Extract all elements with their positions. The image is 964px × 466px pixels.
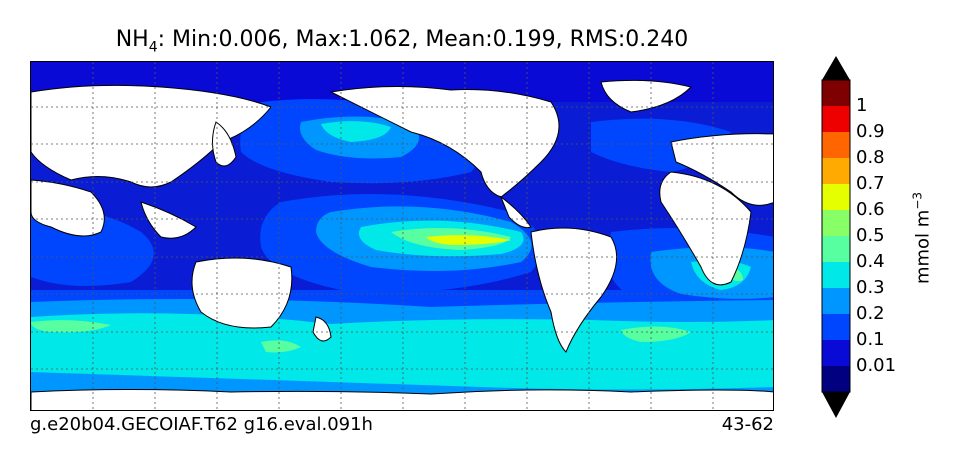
land-masses [31, 79, 773, 410]
colorbar-swatch [822, 158, 850, 184]
colorbar-tick-label: 0.4 [856, 251, 885, 272]
colorbar-tick-label: 0.01 [856, 355, 897, 376]
land-europe [670, 133, 773, 206]
colorbar-tick-label: 0.2 [856, 303, 885, 324]
title-stats: : Min:0.006, Max:1.062, Mean:0.199, RMS:… [157, 27, 689, 52]
ocean-band-0.4 [321, 121, 391, 142]
land-antarctica [31, 389, 773, 410]
title-species: NH [115, 27, 149, 52]
colorbar-swatch [822, 106, 850, 132]
colorbar-tick-label: 0.6 [856, 199, 885, 220]
colorbar-frame [821, 79, 851, 393]
land-greenland [600, 79, 692, 113]
land-south-america [530, 227, 618, 353]
colorbar-swatch [822, 288, 850, 314]
colorbar-units-label: mmol m−3 [911, 192, 934, 284]
colorbar-swatch [822, 236, 850, 262]
ocean-band-0.6 [426, 235, 511, 245]
land-new-zealand [312, 316, 332, 342]
units-base: mmol m [912, 209, 934, 285]
ocean-band-0.5 [621, 326, 691, 342]
land-central-america [499, 195, 532, 228]
units-exponent: −3 [910, 191, 925, 210]
land-north-america [329, 85, 560, 198]
colorbar-tick-label: 0.8 [856, 147, 885, 168]
case-name-label: g.e20b04.GECOIAF.T62 g16.eval.091h [30, 414, 373, 435]
colorbar-swatch [822, 262, 850, 288]
figure-title: NH4: Min:0.006, Max:1.062, Mean:0.199, R… [30, 27, 774, 60]
colorbar-extend-max [822, 56, 850, 80]
map-gridlines [31, 62, 773, 410]
ocean-band-0.5 [31, 320, 111, 333]
land-australia [191, 257, 293, 329]
title-species-subscript: 4 [148, 39, 158, 56]
map-canvas [31, 62, 773, 410]
colorbar-tick-label: 0.7 [856, 173, 885, 194]
ocean-band-0.5 [261, 340, 301, 353]
land-africa [659, 171, 752, 286]
colorbar-tick-label: 0.1 [856, 329, 885, 350]
colorbar-canvas [821, 56, 851, 418]
colorbar-swatch [822, 314, 850, 340]
colorbar-swatch [822, 340, 850, 366]
colorbar-swatch [822, 210, 850, 236]
years-label: 43-62 [721, 414, 774, 435]
colorbar-swatch [822, 132, 850, 158]
colorbar-swatch [822, 366, 850, 392]
colorbar-swatch [822, 80, 850, 106]
map-panel [30, 61, 774, 411]
colorbar-tick-label: 1 [856, 95, 868, 116]
colorbar-tick-label: 0.5 [856, 225, 885, 246]
colorbar-tick-label: 0.9 [856, 121, 885, 142]
colorbar [816, 56, 856, 418]
land-japan [212, 121, 237, 167]
colorbar-extend-min [822, 392, 850, 418]
land-india [31, 179, 105, 237]
colorbar-swatch [822, 184, 850, 210]
colorbar-tick-label: 0.3 [856, 277, 885, 298]
land-southeast-asia [140, 201, 197, 239]
